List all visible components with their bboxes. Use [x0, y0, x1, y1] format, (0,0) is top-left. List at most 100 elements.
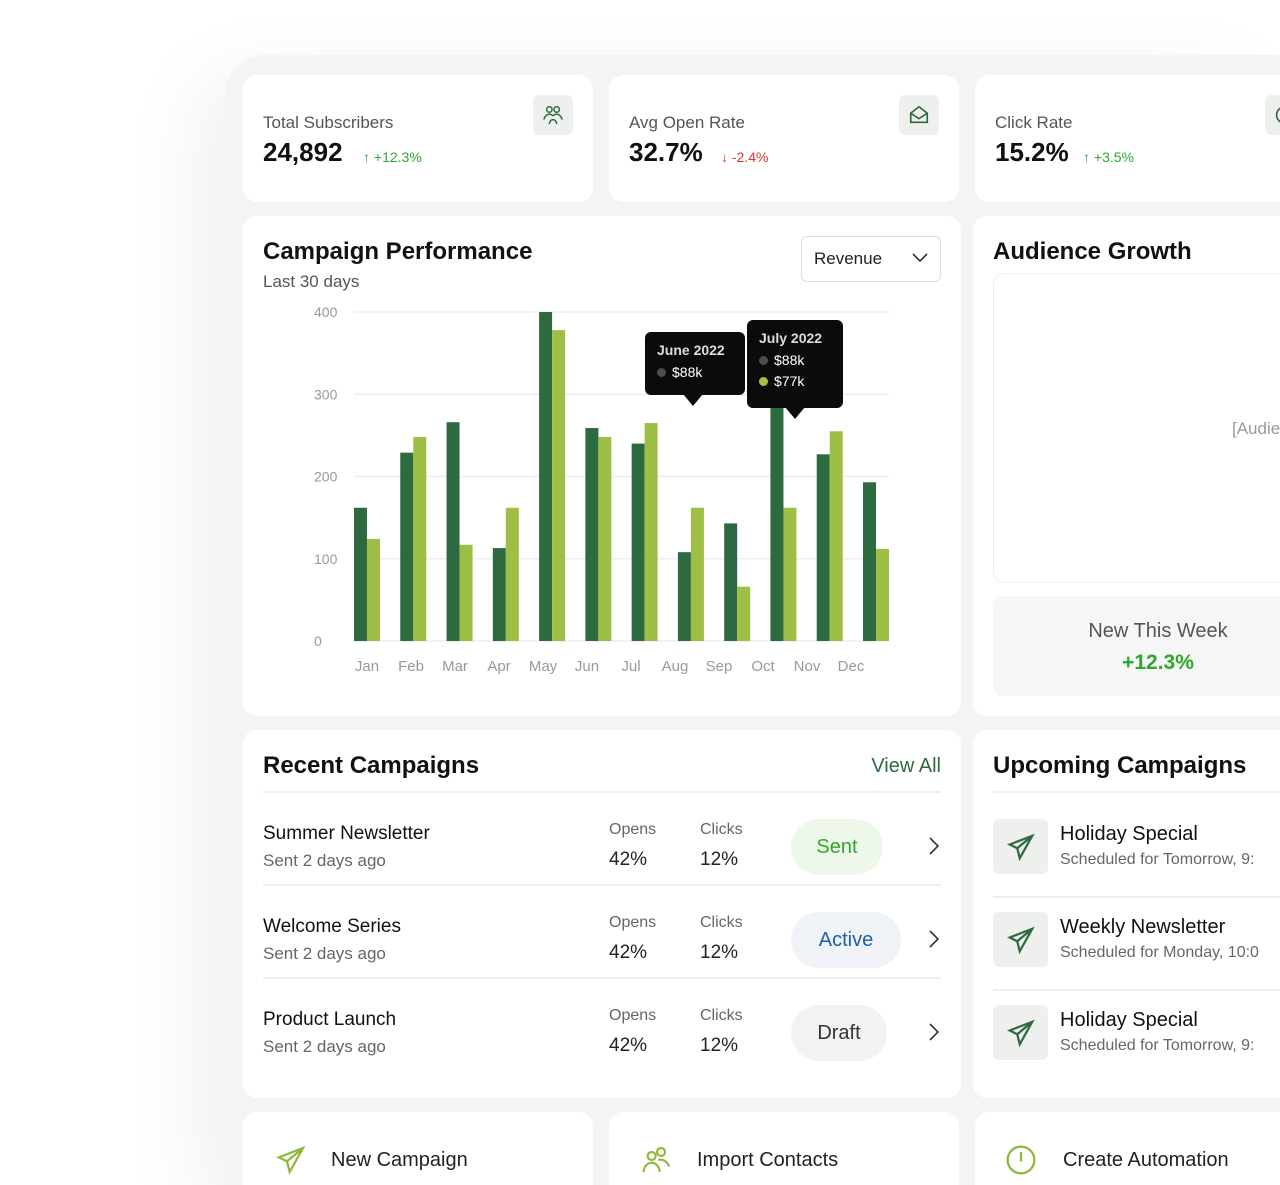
- tooltip-june: June 2022 $88k: [645, 332, 745, 406]
- new-campaign-button[interactable]: New Campaign: [243, 1112, 593, 1185]
- stat-label: Avg Open Rate: [629, 113, 745, 132]
- campaign-sent-time: Sent 2 days ago: [263, 1037, 386, 1056]
- campaign-sent-time: Sent 2 days ago: [263, 851, 386, 870]
- tooltip-value: $88k: [774, 352, 805, 368]
- campaign-row[interactable]: Summer Newsletter Sent 2 days ago Opens …: [263, 791, 941, 883]
- bar-sep-series-1[interactable]: [724, 523, 738, 641]
- new-label: New This Week: [1088, 620, 1228, 642]
- campaign-performance-chart: 0 100 200 300 400 Jan Feb Mar Apr May Jun Jul Aug Sep…: [314, 304, 889, 675]
- x-tick-label: Oct: [751, 658, 775, 675]
- chevron-right-icon[interactable]: [929, 930, 939, 948]
- opens-label: Opens: [609, 914, 657, 931]
- bar-jan-series-2[interactable]: [367, 539, 380, 641]
- send-icon: [993, 819, 1048, 874]
- bar-nov-series-2[interactable]: [829, 431, 843, 641]
- stat-delta: ↑ +3.5%: [1083, 149, 1134, 165]
- chevron-right-icon[interactable]: [929, 837, 939, 855]
- tooltip-title: June 2022: [657, 342, 725, 358]
- series-dot: [759, 376, 768, 386]
- stat-value: 24,892: [263, 137, 343, 167]
- view-all-link[interactable]: View All: [871, 755, 941, 777]
- x-tick-label: May: [529, 658, 558, 675]
- y-tick-label: 300: [314, 386, 338, 402]
- bar-oct-series-1[interactable]: [770, 394, 784, 641]
- x-tick-label: Dec: [838, 658, 865, 675]
- bar-sep-series-2[interactable]: [737, 586, 751, 641]
- bar-mar-series-2[interactable]: [459, 544, 473, 641]
- card-title: Upcoming Campaigns: [993, 752, 1247, 779]
- stat-value: 32.7%: [629, 137, 703, 167]
- upcoming-campaign-item[interactable]: Holiday Special Scheduled for Tomorrow, …: [993, 1005, 1280, 1097]
- bar-jun-series-1[interactable]: [585, 427, 599, 641]
- y-tick-label: 400: [314, 304, 338, 320]
- scheduled-time: Scheduled for Tomorrow, 9:: [1060, 1037, 1255, 1054]
- opens-value: 42%: [609, 1035, 648, 1056]
- stat-label: Total Subscribers: [263, 113, 394, 132]
- bar-dec-series-1[interactable]: [863, 482, 876, 641]
- bar-nov-series-1[interactable]: [816, 454, 830, 641]
- bar-dec-series-2[interactable]: [876, 548, 889, 641]
- campaign-name: Welcome Series: [263, 916, 401, 937]
- card-subtitle: Last 30 days: [263, 272, 360, 291]
- stat-card-click-rate: Click Rate 15.2% ↑ +3.5%: [975, 75, 1280, 202]
- delta-value: +3.5%: [1093, 149, 1134, 165]
- bar-may-series-1[interactable]: [539, 312, 553, 641]
- send-icon: [993, 912, 1048, 967]
- new-this-week-box: New This Week +12.3%: [993, 596, 1280, 696]
- import-contacts-button[interactable]: Import Contacts: [609, 1112, 959, 1185]
- status-badge: Active: [791, 912, 901, 968]
- users-icon: [533, 95, 573, 135]
- metric-dropdown[interactable]: Revenue: [801, 236, 941, 282]
- upcoming-campaign-item[interactable]: Weekly Newsletter Scheduled for Monday, …: [993, 912, 1280, 1004]
- delta-value: -2.4%: [731, 149, 769, 165]
- upcoming-campaigns-card: Upcoming Campaigns Holiday Special Sched…: [973, 730, 1280, 1098]
- campaign-name: Holiday Special: [1060, 823, 1198, 845]
- bar-feb-series-1[interactable]: [400, 452, 414, 641]
- bar-feb-series-2[interactable]: [413, 437, 427, 641]
- bar-jul-series-2[interactable]: [644, 423, 658, 641]
- status-badge: Draft: [791, 1005, 887, 1061]
- target-icon: [1265, 95, 1280, 135]
- send-icon: [276, 1145, 306, 1176]
- y-tick-label: 100: [314, 551, 338, 567]
- campaign-name: Holiday Special: [1060, 1009, 1198, 1031]
- clicks-value: 12%: [700, 849, 739, 870]
- card-title: Audience Growth: [993, 238, 1192, 265]
- x-tick-label: Aug: [662, 658, 689, 675]
- stat-delta: ↓ -2.4%: [721, 149, 769, 165]
- bar-apr-series-2[interactable]: [505, 507, 519, 641]
- scheduled-time: Scheduled for Tomorrow, 9:: [1060, 851, 1255, 868]
- series-dot: [759, 355, 768, 365]
- delta-value: +12.3%: [373, 149, 422, 165]
- action-label: Create Automation: [1063, 1148, 1229, 1171]
- x-tick-label: Jul: [621, 658, 640, 675]
- bar-oct-series-2[interactable]: [783, 507, 797, 641]
- clicks-value: 12%: [700, 942, 739, 963]
- bar-aug-series-1[interactable]: [677, 552, 691, 641]
- campaign-row[interactable]: Product Launch Sent 2 days ago Opens 42%…: [263, 977, 941, 1069]
- chevron-right-icon[interactable]: [929, 1023, 939, 1041]
- audience-chart-placeholder: [Audie: [993, 273, 1280, 583]
- bar-jun-series-2[interactable]: [598, 437, 612, 641]
- bar-jul-series-1[interactable]: [631, 443, 645, 641]
- stat-card-subscribers: Total Subscribers 24,892 ↑ +12.3%: [243, 75, 593, 202]
- upcoming-campaign-item[interactable]: Holiday Special Scheduled for Tomorrow, …: [993, 819, 1280, 911]
- campaign-row[interactable]: Welcome Series Sent 2 days ago Opens 42%…: [263, 884, 941, 976]
- divider: [993, 896, 1280, 898]
- bar-may-series-2[interactable]: [552, 330, 566, 641]
- bar-apr-series-1[interactable]: [492, 548, 506, 641]
- bar-mar-series-1[interactable]: [446, 422, 460, 641]
- bar-jan-series-1[interactable]: [354, 507, 367, 641]
- card-title: Campaign Performance: [263, 238, 533, 265]
- opens-label: Opens: [609, 1007, 657, 1024]
- tooltip-title: July 2022: [759, 330, 823, 346]
- x-tick-label: Mar: [442, 658, 468, 675]
- stat-value: 15.2%: [995, 137, 1069, 167]
- x-tick-label: Apr: [487, 658, 510, 675]
- tooltip-value: $77k: [774, 373, 805, 389]
- dropdown-value: Revenue: [814, 249, 883, 268]
- tooltip-july: July 2022 $88k $77k: [747, 320, 843, 419]
- create-automation-button[interactable]: Create Automation: [975, 1112, 1280, 1185]
- stat-card-open-rate: Avg Open Rate 32.7% ↓ -2.4%: [609, 75, 959, 202]
- bar-aug-series-2[interactable]: [690, 507, 704, 641]
